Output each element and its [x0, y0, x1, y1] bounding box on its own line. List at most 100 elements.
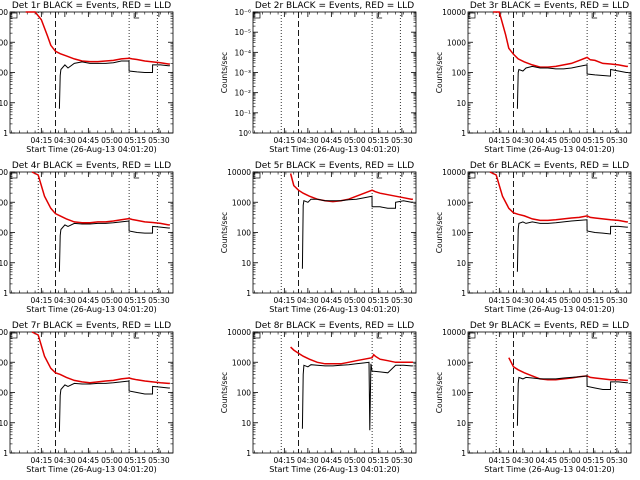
- y-tick-label: 1000: [0, 38, 8, 47]
- x-tick-label: 05:30: [391, 456, 413, 465]
- corner-marker: [10, 332, 18, 339]
- y-tick-label: 10: [0, 419, 8, 428]
- x-axis-label: Start Time (26-Aug-13 04:01:20): [26, 145, 157, 154]
- y-tick-label: 10⁻¹: [234, 109, 251, 118]
- x-tick-label: 04:45: [78, 456, 100, 465]
- series-lld-line: [508, 357, 628, 382]
- x-tick-label: 05:30: [148, 136, 170, 145]
- plot-frame: [9, 171, 174, 294]
- y-tick-label: 10⁻²: [234, 89, 251, 98]
- plot-frame: [9, 331, 174, 454]
- y-tick-label: 10⁰: [238, 129, 251, 138]
- y-tick-label: 10: [456, 419, 466, 428]
- x-tick-label: 04:15: [489, 136, 511, 145]
- interval-marker: [591, 333, 598, 339]
- series-lld-line: [289, 173, 413, 203]
- x-tick-label: 04:30: [54, 296, 76, 305]
- y-tick-label: 1: [246, 449, 251, 458]
- panel-6: Det 6r BLACK = Events, RED = LLD 1 10 100 10…: [435, 161, 632, 314]
- series-lld-line: [31, 171, 170, 226]
- plot-frame: [467, 331, 632, 454]
- series-events-line: [58, 60, 170, 109]
- panel-title: Det 1r BLACK = Events, RED = LLD: [12, 1, 171, 11]
- series-lld-line: [489, 171, 628, 223]
- y-axis-label: Counts/sec: [435, 372, 444, 413]
- panel-3: Det 3r BLACK = Events, RED = LLD 1 10 100 10…: [435, 1, 632, 154]
- x-axis-label: Start Time (26-Aug-13 04:01:20): [269, 305, 400, 314]
- x-tick-label: 04:30: [54, 456, 76, 465]
- y-tick-label: 1000: [447, 358, 466, 367]
- y-tick-label: 10: [456, 99, 466, 108]
- x-tick-label: 04:15: [489, 456, 511, 465]
- panel-title: Det 5r BLACK = Events, RED = LLD: [255, 161, 414, 171]
- x-tick-label: 05:15: [368, 296, 390, 305]
- series-events-line: [301, 195, 413, 269]
- interval-marker: [133, 333, 140, 339]
- series-lld-line: [493, 11, 628, 68]
- y-tick-label: 1000: [447, 38, 466, 47]
- x-tick-label: 05:15: [125, 456, 147, 465]
- x-axis-label: Start Time (26-Aug-13 04:01:20): [269, 145, 400, 154]
- panel-8: Det 8r BLACK = Events, RED = LLD 1 10 100 10…: [220, 321, 417, 474]
- panel-title: Det 6r BLACK = Events, RED = LLD: [470, 161, 629, 171]
- y-tick-label: 10000: [442, 328, 466, 337]
- corner-marker: [253, 172, 261, 179]
- x-tick-label: 05:15: [368, 136, 390, 145]
- x-tick-label: 05:15: [125, 136, 147, 145]
- panel-title: Det 2r BLACK = Events, RED = LLD: [255, 1, 414, 11]
- panel-title: Det 8r BLACK = Events, RED = LLD: [255, 321, 414, 331]
- x-tick-label: 04:45: [536, 136, 558, 145]
- y-tick-label: 100: [237, 389, 252, 398]
- panel-7: Det 7r BLACK = Events, RED = LLD 1 10 100 10…: [0, 321, 174, 474]
- y-tick-label: 1: [461, 449, 466, 458]
- y-tick-label: 10⁻⁴: [234, 48, 251, 57]
- x-tick-label: 05:00: [101, 296, 123, 305]
- plot-frame: [252, 11, 417, 134]
- y-tick-label: 100: [0, 69, 8, 78]
- series-events-line: [516, 219, 628, 272]
- y-tick-label: 100: [0, 229, 8, 238]
- y-axis-label: Counts/sec: [220, 212, 229, 253]
- x-tick-label: 04:30: [512, 456, 534, 465]
- panel-title: Det 3r BLACK = Events, RED = LLD: [470, 1, 629, 11]
- x-tick-label: 04:15: [31, 296, 53, 305]
- x-tick-label: 04:15: [274, 296, 296, 305]
- x-tick-label: 04:30: [512, 296, 534, 305]
- x-tick-label: 04:30: [54, 136, 76, 145]
- x-tick-label: 04:15: [274, 456, 296, 465]
- y-axis-label: Counts/sec: [220, 52, 229, 93]
- y-axis-label: Counts/sec: [435, 212, 444, 253]
- interval-marker: [376, 13, 383, 19]
- y-tick-label: 1: [3, 289, 8, 298]
- y-tick-label: 10000: [0, 168, 8, 177]
- corner-marker: [468, 12, 476, 19]
- x-tick-label: 04:15: [31, 136, 53, 145]
- y-tick-label: 1: [3, 129, 8, 138]
- x-tick-label: 04:45: [78, 296, 100, 305]
- y-tick-label: 1: [3, 449, 8, 458]
- corner-marker: [10, 172, 18, 179]
- x-axis-label: Start Time (26-Aug-13 04:01:20): [484, 305, 615, 314]
- interval-marker: [133, 173, 140, 179]
- x-tick-label: 04:45: [321, 456, 343, 465]
- x-tick-label: 04:30: [297, 136, 319, 145]
- x-tick-label: 05:00: [101, 456, 123, 465]
- x-tick-label: 05:30: [391, 136, 413, 145]
- panel-1: Det 1r BLACK = Events, RED = LLD 1 10 100 10…: [0, 1, 174, 154]
- x-tick-label: 04:15: [489, 296, 511, 305]
- x-tick-label: 04:45: [536, 456, 558, 465]
- y-tick-label: 10000: [227, 168, 251, 177]
- x-tick-label: 04:15: [274, 136, 296, 145]
- panel-4: Det 4r BLACK = Events, RED = LLD 1 10 100 10…: [0, 161, 174, 314]
- y-tick-label: 10: [241, 419, 251, 428]
- x-axis-label: Start Time (26-Aug-13 04:01:20): [484, 145, 615, 154]
- y-tick-label: 100: [452, 389, 467, 398]
- interval-marker: [376, 173, 383, 179]
- x-tick-label: 05:00: [344, 136, 366, 145]
- x-axis-label: Start Time (26-Aug-13 04:01:20): [484, 465, 615, 474]
- x-tick-label: 04:45: [321, 136, 343, 145]
- y-axis-label: Counts/sec: [220, 372, 229, 413]
- plot-frame: [467, 171, 632, 294]
- x-tick-label: 05:15: [368, 456, 390, 465]
- series-lld-line: [25, 11, 170, 65]
